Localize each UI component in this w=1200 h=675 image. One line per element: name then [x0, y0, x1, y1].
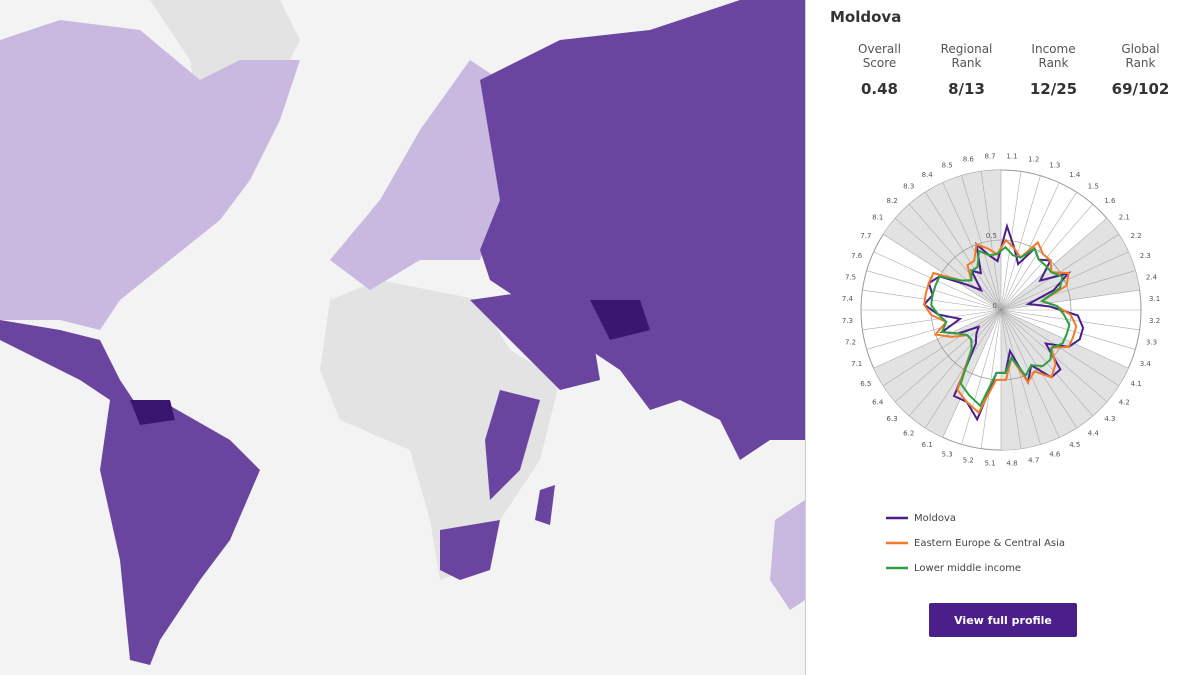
r-tick-label: 0.5 — [986, 232, 997, 240]
country-title: Moldova — [830, 8, 902, 26]
sector-shade — [895, 310, 1001, 416]
venezuela — [130, 400, 175, 425]
stat-value: 12/25 — [1029, 80, 1078, 98]
axis-label: 7.1 — [851, 360, 862, 368]
russia-asia — [480, 0, 805, 460]
sector-shade — [942, 175, 1001, 310]
madagascar — [535, 485, 555, 525]
axis-label: 4.8 — [1006, 460, 1017, 468]
axis-label: 7.3 — [842, 317, 853, 325]
central-america — [0, 320, 140, 410]
europe — [330, 60, 500, 290]
sector-shade — [925, 182, 1001, 310]
axis-label: 7.2 — [845, 339, 856, 347]
axis-label: 1.5 — [1088, 183, 1099, 191]
axis-label: 4.7 — [1028, 456, 1039, 464]
axis-label: 3.2 — [1149, 317, 1160, 325]
axis-label: 7.5 — [845, 273, 856, 281]
series-line — [930, 245, 1071, 408]
axis-label: 5.1 — [984, 460, 995, 468]
grid-center — [1000, 309, 1002, 311]
stat-label: Global Rank — [1121, 42, 1160, 70]
view-profile-button[interactable]: View full profile — [929, 603, 1077, 637]
axis-label: 4.6 — [1049, 450, 1061, 458]
axis-label: 2.2 — [1131, 232, 1142, 240]
sector-shade — [909, 192, 1001, 310]
southern-africa — [440, 520, 500, 580]
stat-label: Income Rank — [1031, 42, 1076, 70]
axis-label: 2.1 — [1119, 214, 1130, 222]
axis-label: 4.4 — [1088, 429, 1100, 437]
axis-label: 2.4 — [1146, 273, 1158, 281]
sector-shade — [1001, 310, 1119, 402]
legend-label: Lower middle income — [914, 563, 1021, 574]
middle-east — [470, 290, 600, 390]
axis-label: 4.1 — [1131, 380, 1142, 388]
axis-label: 6.3 — [887, 415, 898, 423]
legend-label: Eastern Europe & Central Asia — [914, 538, 1065, 549]
country-panel: Moldova Overall Score 0.48 Regional Rank 8/… — [805, 0, 1200, 675]
axis-label: 8.6 — [963, 156, 975, 164]
east-africa — [485, 390, 540, 500]
stats: Overall Score 0.48 Regional Rank 8/13 Income… — [836, 42, 1186, 98]
axis-label: 8.4 — [922, 171, 934, 179]
stat-value: 69/102 — [1111, 80, 1170, 98]
axis-label: 5.3 — [942, 450, 953, 458]
stat-value: 0.48 — [860, 80, 898, 98]
axis-label: 1.1 — [1006, 152, 1017, 160]
axis-label: 2.3 — [1140, 252, 1151, 260]
axis-label: 5.2 — [963, 456, 974, 464]
sector-shade — [895, 204, 1001, 310]
stat-label: Overall Score — [858, 42, 901, 70]
r-tick-label: 0 — [993, 302, 997, 310]
legend-label: Moldova — [914, 513, 956, 524]
sector-shade — [1001, 310, 1107, 416]
stat-value: 8/13 — [948, 80, 985, 98]
north-america — [0, 20, 300, 330]
sector-shade — [1001, 218, 1119, 310]
axis-label: 8.3 — [903, 183, 914, 191]
sector-shade — [883, 310, 1001, 402]
axis-label: 1.3 — [1049, 162, 1060, 170]
australia — [770, 500, 805, 610]
axis-label: 1.6 — [1104, 197, 1116, 205]
axis-label: 7.6 — [851, 252, 863, 260]
axis-label: 3.4 — [1140, 360, 1152, 368]
stat: Regional Rank 8/13 — [923, 42, 1010, 98]
stat-label: Regional Rank — [940, 42, 993, 70]
axis-label: 1.2 — [1028, 156, 1039, 164]
axis-label: 8.2 — [887, 197, 898, 205]
afghanistan — [590, 300, 650, 340]
axis-label: 8.5 — [942, 162, 953, 170]
stat: Overall Score 0.48 — [836, 42, 923, 98]
sector-shade — [909, 310, 1001, 428]
axis-label: 7.4 — [842, 295, 854, 303]
axis-label: 6.5 — [860, 380, 871, 388]
axis-label: 7.7 — [860, 232, 871, 240]
radar-chart: 1.1 1.2 1.3 1.4 1.5 1.6 2.1 2.2 2.3 2.4 3.1 3.2 3.3 3… — [842, 152, 1160, 574]
sector-shade — [1001, 310, 1093, 428]
axis-label: 6.2 — [903, 429, 914, 437]
axis-label: 6.1 — [922, 441, 933, 449]
axis-label: 4.3 — [1104, 415, 1115, 423]
africa — [320, 280, 560, 580]
axis-label: 4.2 — [1119, 398, 1130, 406]
axis-label: 8.7 — [984, 152, 995, 160]
south-america — [100, 400, 260, 665]
axis-label: 8.1 — [872, 214, 883, 222]
axis-label: 4.5 — [1069, 441, 1080, 449]
axis-label: 1.4 — [1069, 171, 1081, 179]
axis-label: 3.1 — [1149, 295, 1160, 303]
axis-label: 6.4 — [872, 398, 884, 406]
axis-label: 3.3 — [1146, 339, 1157, 347]
stat: Income Rank 12/25 — [1010, 42, 1097, 98]
stat: Global Rank 69/102 — [1097, 42, 1184, 98]
